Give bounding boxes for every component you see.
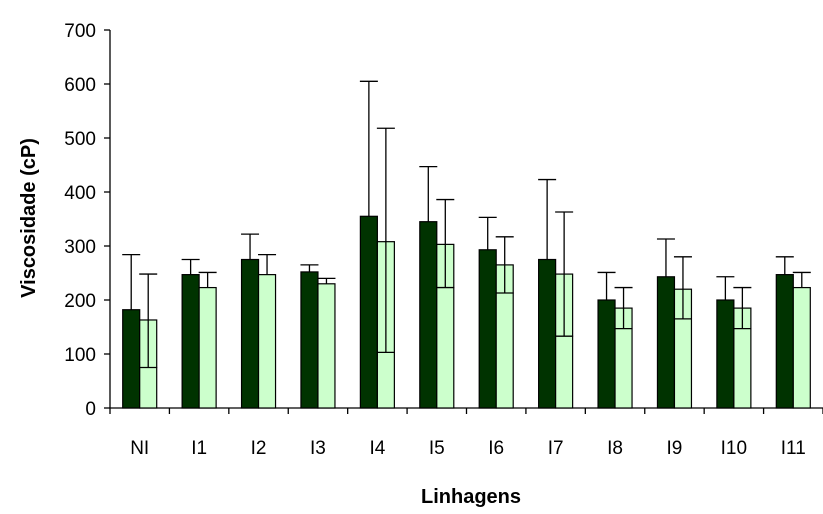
x-tick-label: I3 [310,438,326,459]
bar-I3-s1 [300,271,319,409]
x-tick-label: I4 [369,438,385,459]
bar-I1-s2 [198,286,217,409]
y-tick-label: 700 [64,21,96,42]
x-tick-label: I8 [607,438,623,459]
bar-I2-s2 [257,274,277,409]
bar-I8-s1 [597,299,616,409]
bar-I7-s1 [538,258,557,409]
bar-I9-s1 [656,276,676,409]
x-tick-label: I7 [548,438,564,459]
x-tick-label: I5 [429,438,445,459]
x-tick-label: I9 [667,438,683,459]
x-tick-label: I6 [488,438,504,459]
y-tick-label: 600 [64,75,96,96]
x-tick-label: I10 [721,438,747,459]
x-tick-label: I2 [251,438,267,459]
x-tick-label: NI [130,438,149,459]
bar-I11-s2 [792,286,811,409]
bar-I4-s1 [359,215,378,409]
bar-I2-s1 [240,258,260,409]
x-tick-label: I1 [191,438,207,459]
y-tick-label: 0 [85,399,96,420]
y-tick-label: 200 [64,291,96,312]
error-bars [122,80,811,369]
y-axis-title: Viscosidade (cP) [18,138,40,298]
y-tick-label: 400 [64,183,96,204]
bar-I3-s2 [317,283,336,409]
bar-I6-s1 [478,249,497,409]
x-axis-title: Linhagens [421,486,521,508]
axes [104,29,823,414]
y-tick-label: 300 [64,237,96,258]
bar-NI-s1 [122,309,141,409]
y-tick-label: 500 [64,129,96,150]
y-tick-label: 100 [64,345,96,366]
bar-I1-s1 [181,274,200,409]
bar-I5-s1 [419,221,438,409]
x-tick-label: I11 [781,438,806,459]
labels: 0 100 200 300 400 500 600 700 NI I1 I2 I3 I4 I5 I6 I7 I8… [64,21,806,459]
bar-I11-s1 [775,274,794,409]
bar-I10-s1 [716,299,735,409]
bars [122,215,811,409]
